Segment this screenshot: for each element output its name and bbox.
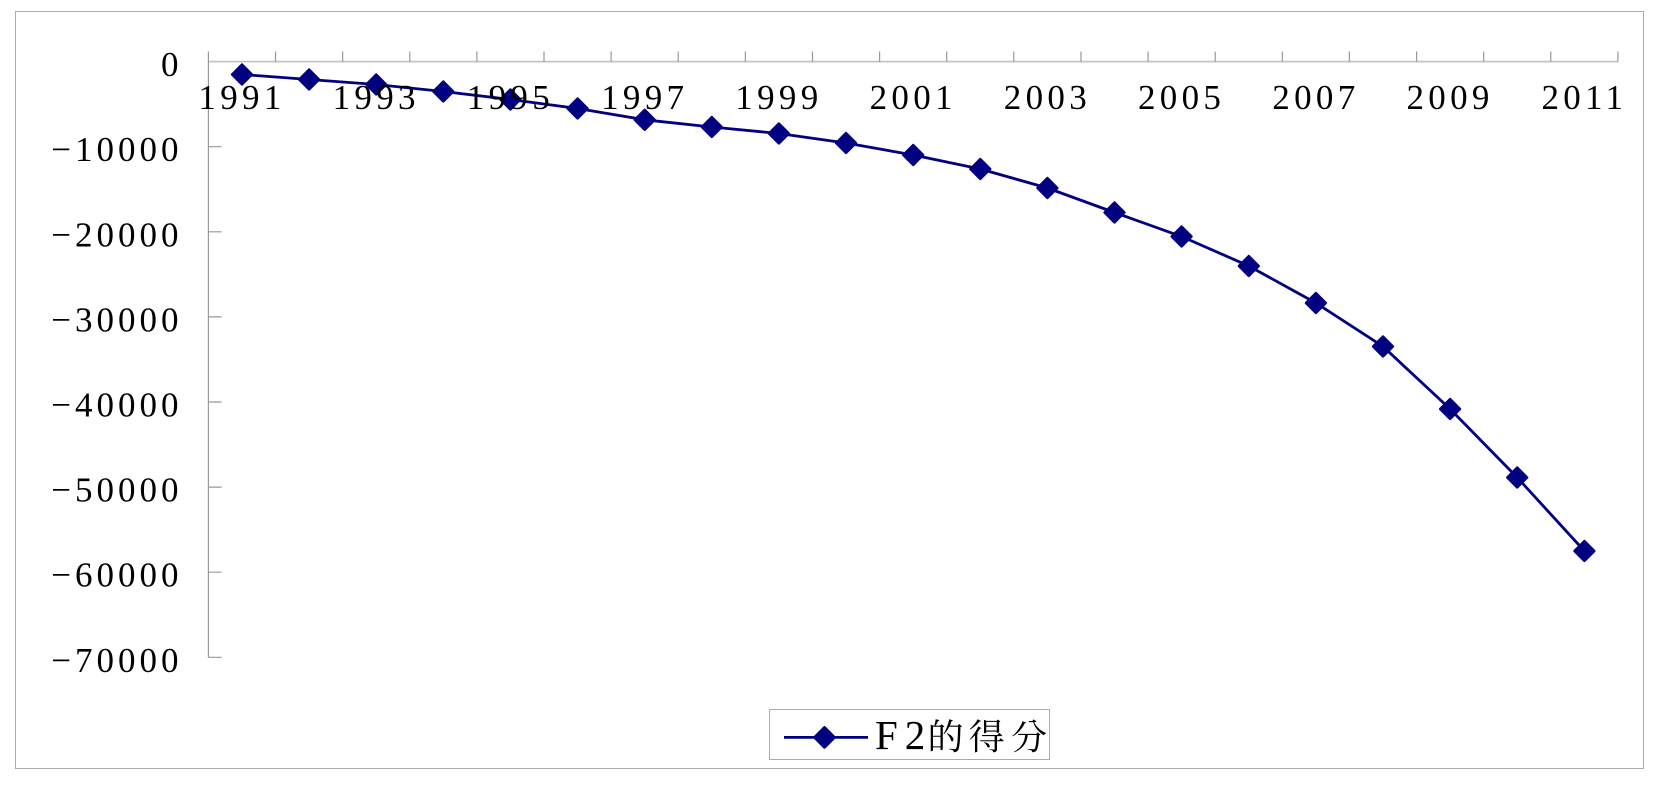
svg-text:−10000: −10000 xyxy=(51,130,182,169)
svg-text:−70000: −70000 xyxy=(51,641,182,680)
svg-text:F2: F2 xyxy=(875,712,932,758)
svg-text:0: 0 xyxy=(161,45,183,84)
svg-text:1999: 1999 xyxy=(735,78,822,117)
svg-text:−50000: −50000 xyxy=(51,471,182,510)
svg-text:2005: 2005 xyxy=(1138,78,1225,117)
svg-text:−60000: −60000 xyxy=(51,556,182,595)
svg-text:2001: 2001 xyxy=(870,78,957,117)
svg-text:2009: 2009 xyxy=(1406,78,1493,117)
svg-text:−20000: −20000 xyxy=(51,215,182,254)
svg-text:1997: 1997 xyxy=(601,78,688,117)
svg-text:2007: 2007 xyxy=(1272,78,1359,117)
svg-text:1993: 1993 xyxy=(333,78,420,117)
svg-text:1991: 1991 xyxy=(198,78,285,117)
svg-text:2011: 2011 xyxy=(1541,78,1627,117)
svg-text:−40000: −40000 xyxy=(51,386,182,425)
svg-text:−30000: −30000 xyxy=(51,300,182,339)
svg-text:2003: 2003 xyxy=(1004,78,1091,117)
svg-text:1995: 1995 xyxy=(467,78,554,117)
